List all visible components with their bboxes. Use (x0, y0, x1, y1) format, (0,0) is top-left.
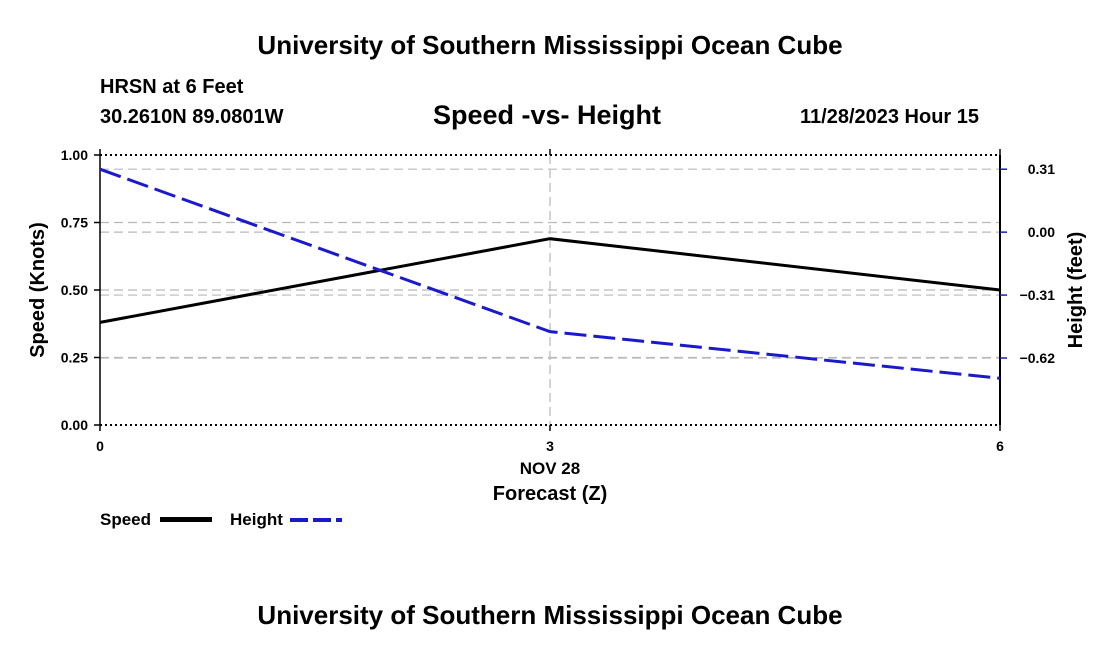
x-axis-label: Forecast (Z) (493, 483, 607, 505)
station-name: HRSN at 6 Feet (100, 76, 244, 98)
x-tick-label: 0 (96, 438, 104, 454)
legend-speed-swatch (160, 517, 212, 522)
legend-height-label: Height (230, 510, 283, 529)
speed-height-chart: 0.00 0.25 0.50 0.75 1.00 −0.62 −0.31 0.00 0.31 0 3… (27, 147, 1087, 505)
left-tick-label: 1.00 (61, 147, 88, 163)
series-height-line (99, 167, 1001, 380)
series-speed-line (99, 237, 1001, 324)
legend: Speed (100, 510, 151, 530)
x-tick-label: 6 (996, 438, 1004, 454)
top-title: University of Southern Mississippi Ocean… (257, 30, 843, 60)
legend-speed-label: Speed (100, 510, 152, 529)
left-tick-label: 0.00 (61, 417, 88, 433)
grid-layer (100, 155, 1000, 425)
y-axis-label-right: Height (feet) (1065, 232, 1087, 349)
station-coords: 30.2610N 89.0801W (100, 106, 284, 128)
left-tick-label: 0.50 (61, 282, 88, 298)
right-tick-label: 0.00 (1028, 224, 1055, 240)
axes-layer (94, 149, 1007, 431)
right-tick-label: 0.31 (1028, 161, 1055, 177)
left-tick-label: 0.25 (61, 350, 88, 366)
chart-title: Speed -vs- Height (433, 100, 662, 130)
label-layer: 0.00 0.25 0.50 0.75 1.00 −0.62 −0.31 0.00 0.31 0 3… (27, 147, 1087, 505)
legend-height-swatch (290, 518, 342, 522)
right-tick-label: −0.62 (1020, 350, 1056, 366)
series-layer (99, 167, 1001, 380)
x-date-label: NOV 28 (520, 459, 580, 478)
bottom-title: University of Southern Mississippi Ocean… (257, 600, 843, 630)
right-tick-label: −0.31 (1020, 287, 1056, 303)
x-tick-label: 3 (546, 438, 554, 454)
station-datetime: 11/28/2023 Hour 15 (800, 106, 980, 128)
y-axis-label-left: Speed (Knots) (27, 222, 49, 358)
left-tick-label: 0.75 (61, 215, 88, 231)
